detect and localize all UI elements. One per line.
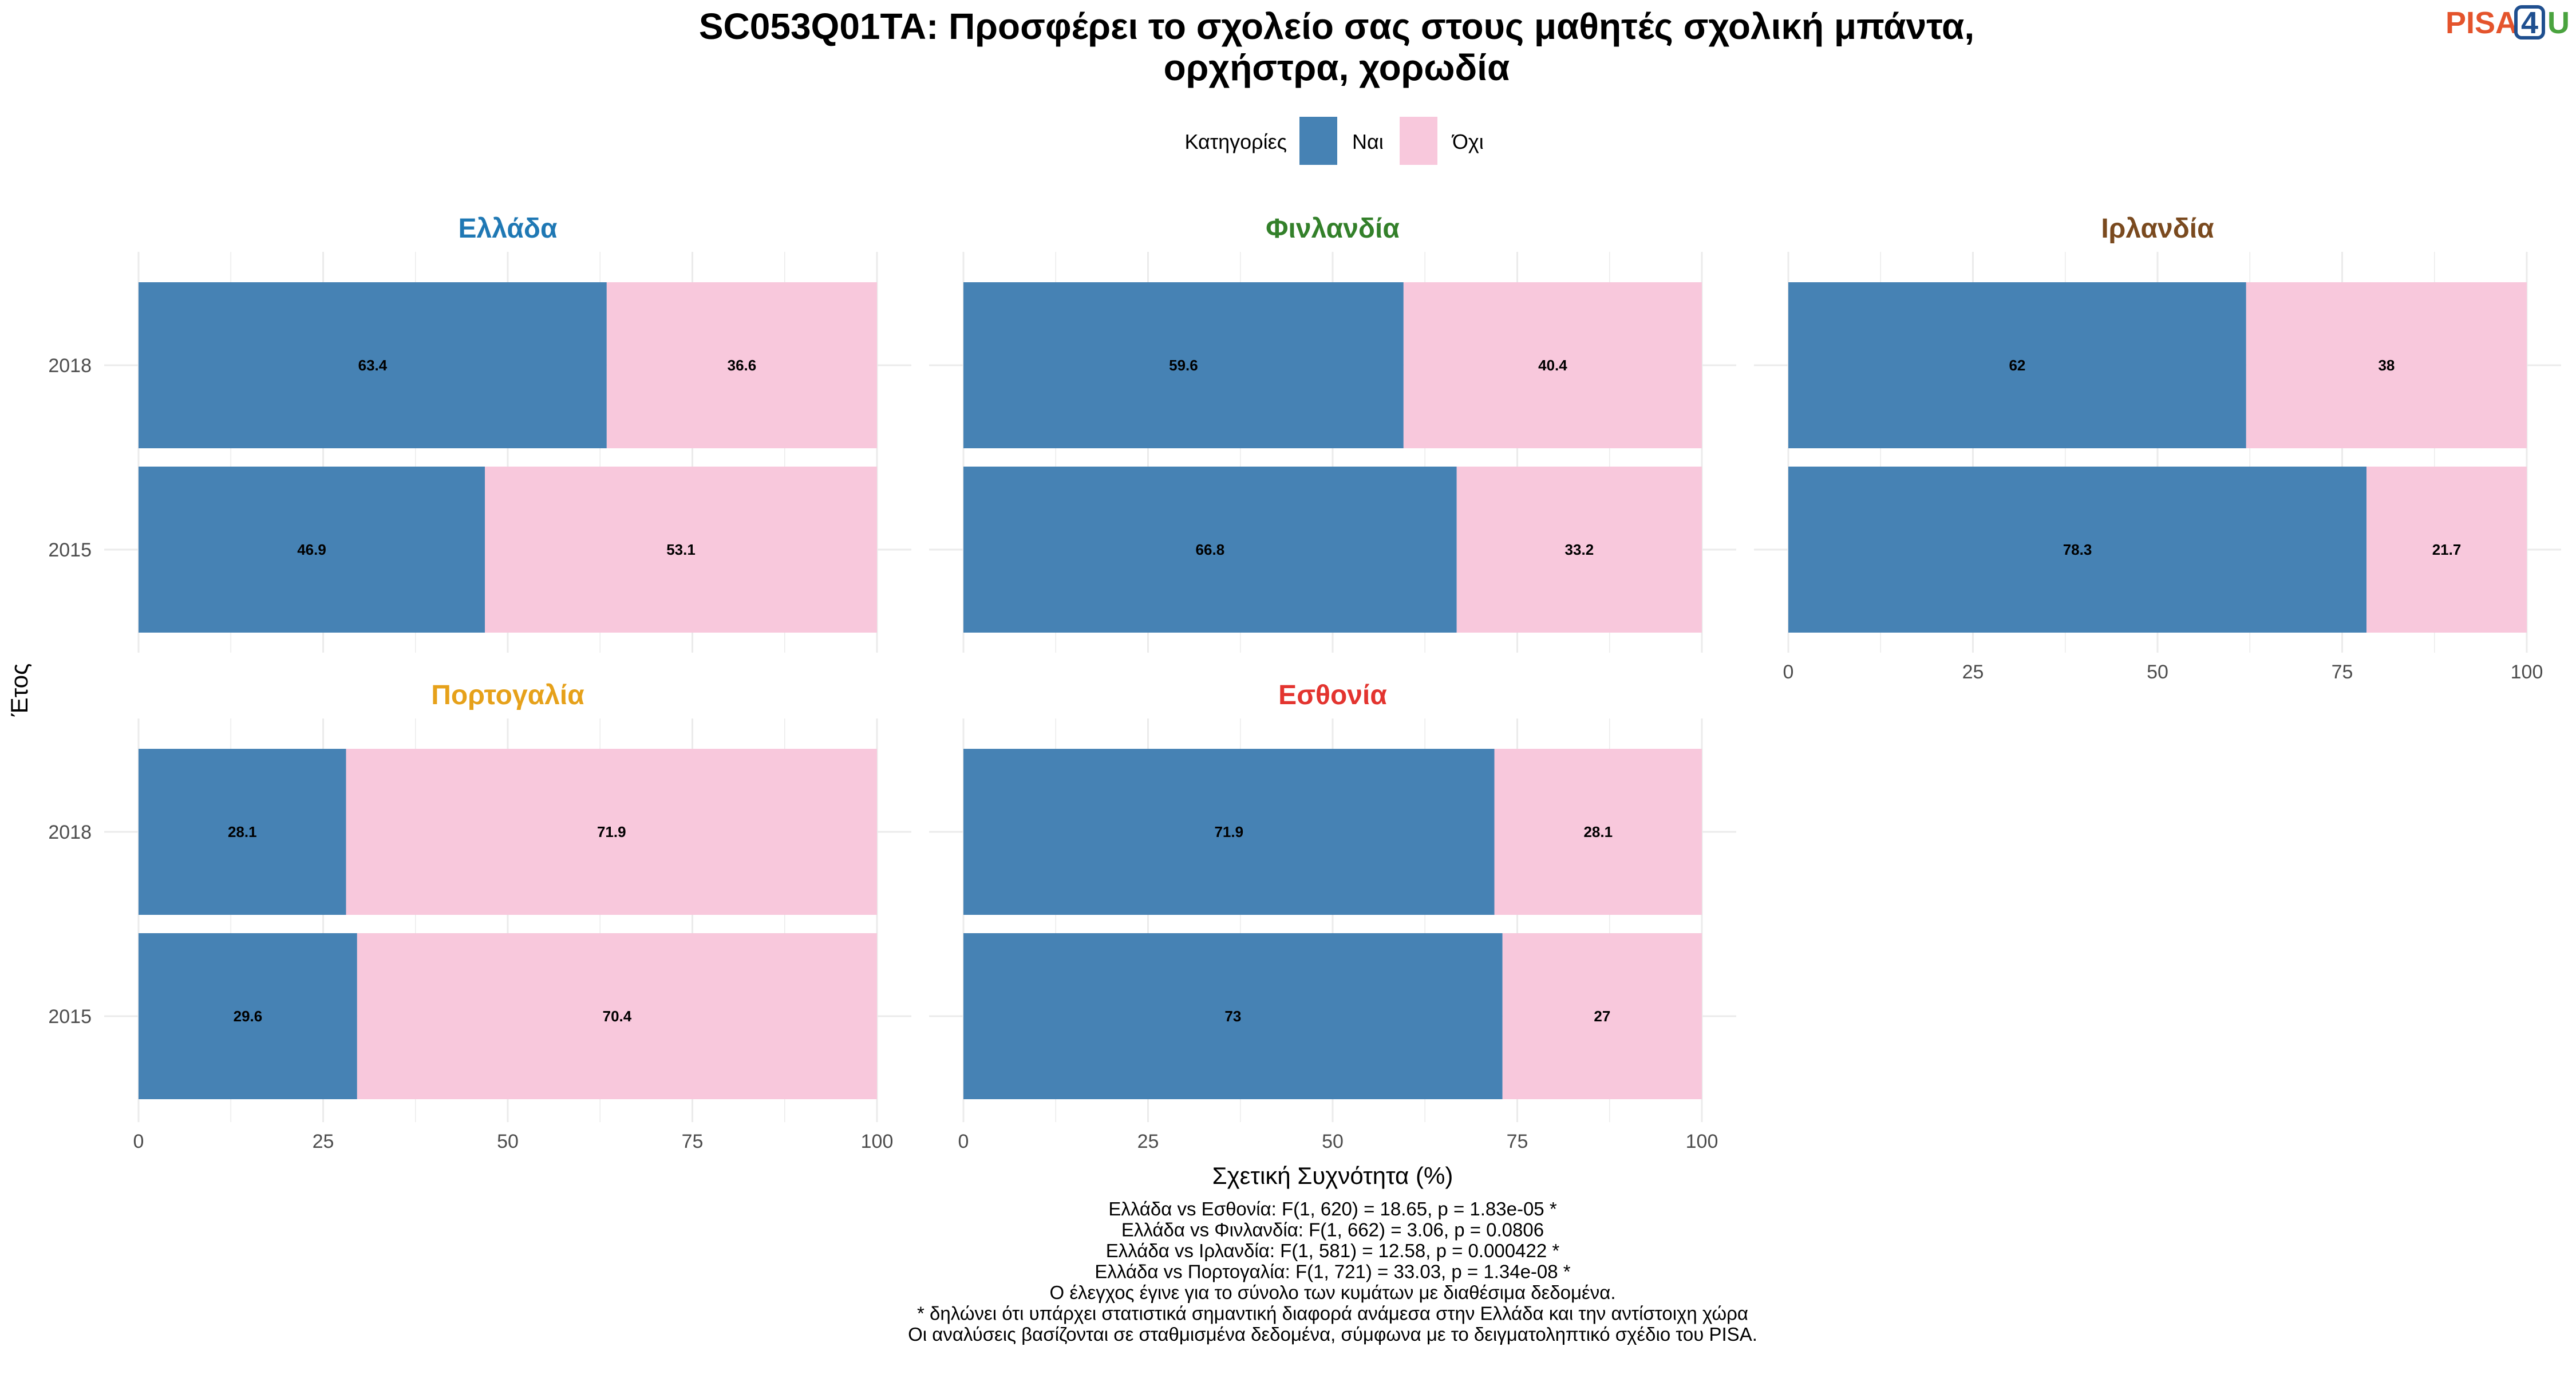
logo-part-u: U bbox=[2547, 6, 2570, 40]
bar-2018-no bbox=[606, 282, 877, 448]
chart-panels: Ελλάδα 63.4 36.6 46.9 53.1 2018 2015 Φινλανδία 5… bbox=[48, 214, 2561, 1152]
panel-title: Πορτογαλία bbox=[431, 680, 584, 710]
y-tick-label: 2018 bbox=[48, 822, 92, 843]
x-tick-label: 50 bbox=[2147, 661, 2168, 683]
bar-value-label: 53.1 bbox=[666, 541, 696, 558]
bar-2018-no bbox=[1403, 282, 1702, 448]
x-tick-label: 75 bbox=[1507, 1131, 1528, 1152]
panel-5: Εσθονία 71.9 28.1 73 27 0 25 50 75 100 bbox=[929, 680, 1736, 1152]
x-tick-label: 75 bbox=[682, 1131, 704, 1152]
bar-2015-no bbox=[2366, 467, 2527, 633]
x-tick-label: 100 bbox=[2511, 661, 2543, 683]
panel-title: Ελλάδα bbox=[459, 214, 558, 244]
footnotes: Ελλάδα vs Εσθονία: F(1, 620) = 18.65, p … bbox=[908, 1198, 1757, 1345]
footnote-line-7: Οι αναλύσεις βασίζονται σε σταθμισμένα δ… bbox=[908, 1324, 1757, 1345]
x-axis-title: Σχετική Συχνότητα (%) bbox=[1212, 1162, 1453, 1189]
legend-entry-1: Ναι bbox=[1352, 130, 1384, 153]
bar-value-label: 73 bbox=[1224, 1008, 1241, 1025]
bar-value-label: 62 bbox=[2009, 357, 2025, 374]
bar-value-label: 27 bbox=[1594, 1008, 1610, 1025]
x-tick-label: 25 bbox=[1962, 661, 1984, 683]
legend-swatch-1 bbox=[1299, 117, 1337, 165]
logo-part-pisa: PISA bbox=[2445, 6, 2518, 40]
bar-value-label: 28.1 bbox=[228, 823, 257, 840]
bar-value-label: 38 bbox=[2378, 357, 2395, 374]
bar-2015-yes bbox=[1788, 467, 2367, 633]
y-tick-label: 2015 bbox=[48, 539, 92, 561]
x-tick-label: 100 bbox=[1686, 1131, 1718, 1152]
bar-value-label: 40.4 bbox=[1538, 357, 1567, 374]
panel-4: Πορτογαλία 28.1 71.9 29.6 70.4 2018 2015 0 25 50 7… bbox=[48, 680, 911, 1152]
bar-2015-no bbox=[485, 467, 877, 633]
y-axis-title: Έτος bbox=[6, 664, 33, 717]
footnote-line-4: Ελλάδα vs Πορτογαλία: F(1, 721) = 33.03,… bbox=[1095, 1261, 1570, 1282]
bar-2018-yes bbox=[1788, 282, 2246, 448]
bar-value-label: 33.2 bbox=[1565, 541, 1594, 558]
bar-value-label: 78.3 bbox=[2063, 541, 2092, 558]
bar-value-label: 36.6 bbox=[728, 357, 757, 374]
footnote-line-1: Ελλάδα vs Εσθονία: F(1, 620) = 18.65, p … bbox=[1108, 1198, 1557, 1219]
chart-title-line-1: SC053Q01TA: Προσφέρει το σχολείο σας στο… bbox=[699, 6, 1974, 47]
x-tick-label: 100 bbox=[861, 1131, 894, 1152]
bar-2015-yes bbox=[139, 467, 485, 633]
legend-entry-2: Όχι bbox=[1451, 130, 1484, 153]
footnote-line-5: Ο έλεγχος έγινε για το σύνολο των κυμάτω… bbox=[1050, 1282, 1616, 1303]
bar-2018-no bbox=[1494, 749, 1702, 915]
x-tick-label: 75 bbox=[2332, 661, 2353, 683]
y-tick-label: 2015 bbox=[48, 1006, 92, 1028]
bar-2015-no bbox=[1502, 933, 1702, 1099]
bar-value-label: 71.9 bbox=[597, 823, 626, 840]
bar-value-label: 28.1 bbox=[1583, 823, 1613, 840]
chart-title-line-2: ορχήστρα, χορωδία bbox=[1164, 47, 1510, 88]
panel-2: Φινλανδία 59.6 40.4 66.8 33.2 bbox=[929, 214, 1736, 653]
bar-value-label: 63.4 bbox=[358, 357, 388, 374]
bar-value-label: 46.9 bbox=[297, 541, 326, 558]
bar-2015-no bbox=[357, 933, 877, 1099]
panel-title: Ιρλανδία bbox=[2101, 214, 2214, 244]
bar-value-label: 70.4 bbox=[603, 1008, 632, 1025]
bar-2015-yes bbox=[963, 467, 1457, 633]
logo-text: PISA bbox=[2445, 6, 2518, 40]
panel-3: Ιρλανδία 62 38 78.3 21.7 0 25 50 75 100 bbox=[1754, 214, 2561, 683]
pisa4u-logo: PISA 4 U bbox=[2445, 5, 2570, 40]
bar-2015-yes bbox=[139, 933, 357, 1099]
panel-1: Ελλάδα 63.4 36.6 46.9 53.1 2018 2015 bbox=[48, 214, 911, 653]
footnote-line-3: Ελλάδα vs Ιρλανδία: F(1, 581) = 12.58, p… bbox=[1106, 1240, 1560, 1261]
x-tick-label: 50 bbox=[497, 1131, 519, 1152]
bar-value-label: 29.6 bbox=[234, 1008, 263, 1025]
logo-box bbox=[2514, 5, 2545, 40]
footnote-line-2: Ελλάδα vs Φινλανδία: F(1, 662) = 3.06, p… bbox=[1121, 1219, 1544, 1241]
legend-title: Κατηγορίες bbox=[1184, 130, 1287, 153]
y-tick-label: 2018 bbox=[48, 355, 92, 377]
bar-2018-no bbox=[2246, 282, 2527, 448]
x-tick-label: 50 bbox=[1322, 1131, 1344, 1152]
bar-value-label: 66.8 bbox=[1196, 541, 1225, 558]
legend-swatch-2 bbox=[1400, 117, 1437, 165]
bar-2018-yes bbox=[963, 282, 1404, 448]
bar-2018-no bbox=[346, 749, 877, 915]
x-tick-label: 25 bbox=[313, 1131, 334, 1152]
footnote-line-6: * δηλώνει ότι υπάρχει στατιστικά σημαντι… bbox=[917, 1303, 1748, 1324]
panel-title: Φινλανδία bbox=[1266, 214, 1400, 244]
legend: Κατηγορίες Ναι Όχι bbox=[1184, 117, 1484, 165]
panel-title: Εσθονία bbox=[1278, 680, 1387, 710]
x-tick-label: 0 bbox=[133, 1131, 144, 1152]
logo-part-4: 4 bbox=[2521, 6, 2538, 40]
bar-2018-yes bbox=[139, 282, 607, 448]
bar-value-label: 59.6 bbox=[1169, 357, 1198, 374]
bar-value-label: 21.7 bbox=[2432, 541, 2462, 558]
x-tick-label: 25 bbox=[1137, 1131, 1159, 1152]
chart-title: SC053Q01TA: Προσφέρει το σχολείο σας στο… bbox=[699, 6, 1974, 88]
bar-value-label: 71.9 bbox=[1214, 823, 1243, 840]
bar-2015-yes bbox=[963, 933, 1503, 1099]
x-tick-label: 0 bbox=[958, 1131, 969, 1152]
bar-2018-yes bbox=[963, 749, 1495, 915]
bar-2015-no bbox=[1456, 467, 1702, 633]
x-tick-label: 0 bbox=[1783, 661, 1794, 683]
bar-2018-yes bbox=[139, 749, 346, 915]
